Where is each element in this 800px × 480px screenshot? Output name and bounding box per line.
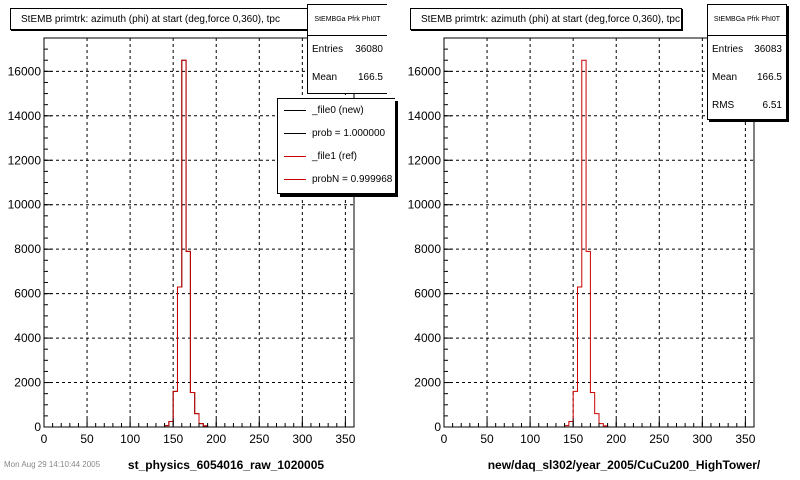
x-tick-label: 100	[120, 432, 140, 446]
legend-line-icon	[284, 156, 306, 157]
x-tick-label: 100	[520, 432, 540, 446]
left-legend: _file0 (new) prob = 1.000000 _file1 (ref…	[277, 98, 395, 194]
mean-label: Mean	[312, 72, 338, 83]
x-tick-label: 50	[80, 432, 94, 446]
legend-label: prob = 1.000000	[312, 128, 386, 139]
right-stats-name: StEMBGa Pfrk PhI0T	[708, 5, 786, 36]
right-plot-title: StEMB primtrk: azimuth (phi) at start (d…	[410, 8, 682, 30]
right-stats-mean: Mean 166.5	[708, 64, 786, 92]
y-tick-label: 12000	[8, 153, 42, 167]
left-plot-title-text: StEMB primtrk: azimuth (phi) at start (d…	[21, 14, 280, 25]
y-tick-label: 14000	[8, 109, 42, 123]
legend-line-icon	[284, 110, 306, 111]
timestamp-footer: Mon Aug 29 14:10:44 2005	[4, 460, 101, 469]
y-tick-label: 8000	[14, 242, 41, 256]
entries-label: Entries	[712, 44, 744, 55]
legend-label: _file1 (ref)	[312, 151, 358, 162]
left-panel: 0 50 100 150 200 250 300 350 0 2000 4000 6000 8000 10…	[8, 4, 395, 472]
legend-line-icon	[284, 133, 306, 134]
x-tick-label: 150	[163, 432, 183, 446]
y-tick-label: 2000	[414, 376, 441, 390]
entries-label: Entries	[312, 44, 344, 55]
x-tick-label: 200	[606, 432, 626, 446]
right-stats-entries: Entries 36083	[708, 36, 786, 64]
x-tick-label: 250	[649, 432, 669, 446]
y-tick-label: 6000	[414, 287, 441, 301]
x-tick-label: 0	[441, 432, 448, 446]
x-tick-label: 50	[480, 432, 494, 446]
legend-item-prob: prob = 1.000000	[278, 122, 395, 145]
legend-line-icon	[284, 179, 306, 180]
y-tick-label: 14000	[408, 109, 442, 123]
right-histogram: 0 50 100 150 200 250 300 350 0 2000 4000 6000 8000 10…	[408, 37, 761, 472]
right-plot-title-text: StEMB primtrk: azimuth (phi) at start (d…	[421, 14, 680, 25]
x-axis-title: st_physics_6054016_raw_1020005	[128, 458, 324, 472]
legend-item-probn: probN = 0.999968	[278, 168, 395, 191]
left-stats-box: StEMBGa Pfrk PhI0T Entries 36080 Mean 16…	[307, 4, 387, 94]
x-tick-label: 300	[292, 432, 312, 446]
x-axis-title: new/daq_sl302/year_2005/CuCu200_HighTowe…	[488, 458, 761, 472]
y-tick-label: 6000	[14, 287, 41, 301]
mean-label: Mean	[712, 72, 738, 83]
y-tick-label: 0	[434, 420, 441, 434]
y-tick-label: 12000	[408, 153, 442, 167]
y-tick-label: 2000	[14, 376, 41, 390]
legend-label: probN = 0.999968	[312, 174, 393, 185]
left-stats-mean: Mean 166.5	[308, 64, 387, 92]
plot-frame	[43, 37, 355, 428]
rms-value: 6.51	[762, 100, 782, 111]
y-tick-label: 16000	[408, 64, 442, 78]
y-tick-label: 10000	[408, 198, 442, 212]
x-tick-label: 300	[692, 432, 712, 446]
right-panel: 0 50 100 150 200 250 300 350 0 2000 4000 6000 8000 10…	[400, 0, 800, 480]
legend-item-file1: _file1 (ref)	[278, 145, 395, 168]
legend-item-file0: _file0 (new)	[278, 99, 395, 122]
mean-value: 166.5	[357, 72, 383, 83]
left-histogram: 0 50 100 150 200 250 300 350 0 2000 4000 6000 8000 10…	[8, 37, 356, 472]
y-tick-label: 0	[34, 420, 41, 434]
left-stats-name: StEMBGa Pfrk PhI0T	[308, 5, 387, 36]
y-tick-label: 4000	[14, 331, 41, 345]
y-tick-label: 16000	[8, 64, 42, 78]
legend-label: _file0 (new)	[312, 105, 364, 116]
x-tick-label: 350	[735, 432, 755, 446]
right-stats-rms: RMS 6.51	[708, 92, 786, 120]
x-tick-label: 0	[41, 432, 48, 446]
mean-value: 166.5	[756, 72, 782, 83]
left-stats-entries: Entries 36080	[308, 36, 387, 64]
left-plot-title: StEMB primtrk: azimuth (phi) at start (d…	[10, 8, 308, 30]
entries-value: 36083	[754, 44, 782, 55]
x-tick-label: 150	[563, 432, 583, 446]
x-tick-label: 350	[335, 432, 355, 446]
x-tick-label: 200	[206, 432, 226, 446]
right-stats-box: StEMBGa Pfrk PhI0T Entries 36083 Mean 16…	[707, 4, 787, 120]
rms-label: RMS	[712, 100, 735, 111]
y-tick-label: 10000	[8, 198, 42, 212]
x-tick-label: 250	[249, 432, 269, 446]
y-tick-label: 8000	[414, 242, 441, 256]
entries-value: 36080	[355, 44, 383, 55]
y-tick-label: 4000	[414, 331, 441, 345]
